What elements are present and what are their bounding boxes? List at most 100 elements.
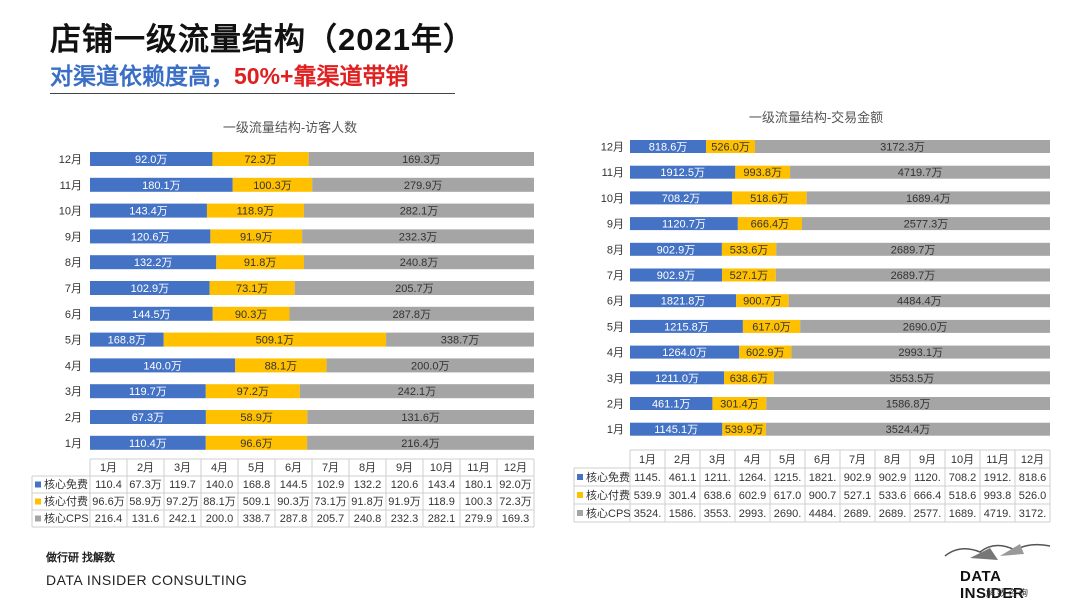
visitor-table-header-1: 1月 <box>100 462 117 474</box>
sales-bar-free-12 <box>630 140 707 153</box>
visitor-bar-paid-12 <box>212 152 309 166</box>
visitor-table-cell-free-3: 119.7 <box>169 479 196 491</box>
visitor-bar-label-free-5: 168.8万 <box>108 335 147 347</box>
visitor-table-cell-free-8: 132.2 <box>354 479 382 491</box>
sales-bar-paid-1 <box>722 422 766 436</box>
sales-bar-cps-2 <box>766 397 1050 410</box>
category-label-visitor-2: 2月 <box>65 412 82 424</box>
category-label-sales-3: 3月 <box>607 373 624 385</box>
sales-bar-cps-12 <box>755 140 1050 153</box>
logo-bird-icon <box>944 543 1051 560</box>
sales-bar-label-cps-6: 4484.4万 <box>897 296 942 308</box>
visitor-bar-label-paid-4: 88.1万 <box>265 360 297 372</box>
visitor-bar-paid-1 <box>205 435 308 450</box>
sales-table-cell-free-8: 902.9 <box>879 472 907 484</box>
visitor-bar-label-free-11: 180.1万 <box>142 180 181 192</box>
visitor-bar-paid-10 <box>206 203 304 218</box>
visitor-bar-label-paid-3: 97.2万 <box>237 386 269 398</box>
visitor-bar-cps-6 <box>289 306 534 321</box>
sales-bar-label-cps-12: 3172.3万 <box>880 142 925 154</box>
page-title: 店铺一级流量结构（2021年） <box>50 22 475 57</box>
sales-bar-free-8 <box>630 242 722 256</box>
visitor-table-cell-paid-9: 91.9万 <box>388 496 420 508</box>
sales-bar-paid-3 <box>724 371 774 385</box>
sales-table-cell-free-3: 1211. <box>704 472 731 484</box>
visitor-table-cell-cps-6: 287.8 <box>280 513 308 525</box>
visitor-table-cell-paid-4: 88.1万 <box>203 496 235 508</box>
sales-table-cell-free-1: 1145. <box>634 472 661 484</box>
visitor-table-cell-free-9: 120.6 <box>391 479 419 491</box>
visitor-table-cell-free-6: 144.5 <box>280 479 308 491</box>
visitor-bar-label-paid-2: 58.9万 <box>240 412 272 424</box>
visitor-bar-label-paid-11: 100.3万 <box>253 180 292 192</box>
sales-bar-label-cps-2: 1586.8万 <box>886 399 931 411</box>
visitor-bar-label-paid-5: 509.1万 <box>256 335 295 347</box>
visitor-table-cell-cps-8: 240.8 <box>354 513 382 525</box>
sales-table-cell-cps-2: 1586. <box>669 508 697 520</box>
sales-legend-label-paid: 核心付费 <box>586 488 630 502</box>
sales-table-header-7: 7月 <box>849 454 866 466</box>
visitor-bar-cps-2 <box>307 410 534 424</box>
sales-table-cell-cps-12: 3172. <box>1019 508 1047 520</box>
category-label-visitor-5: 5月 <box>65 335 82 347</box>
sales-bar-cps-8 <box>776 242 1050 256</box>
visitor-bar-free-7 <box>90 281 210 295</box>
visitor-table-cell-free-7: 102.9 <box>317 479 345 491</box>
visitor-bar-paid-6 <box>212 306 290 321</box>
sales-bar-free-9 <box>630 217 738 231</box>
title-divider <box>50 93 455 94</box>
visitor-bar-label-cps-1: 216.4万 <box>401 438 440 450</box>
visitor-bar-label-paid-1: 96.6万 <box>240 438 272 450</box>
visitor-bar-cps-10 <box>303 203 534 218</box>
sales-bar-label-free-11: 1912.5万 <box>660 167 705 179</box>
sales-table-header-12: 12月 <box>1021 454 1044 466</box>
visitor-table-cell-free-10: 143.4 <box>428 479 456 491</box>
footer-company: DATA INSIDER CONSULTING <box>46 572 248 588</box>
visitor-legend-label-free: 核心免费 <box>44 477 88 491</box>
sales-table-header-4: 4月 <box>744 454 761 466</box>
sales-table-header-11: 11月 <box>986 454 1008 466</box>
sales-table-cell-free-10: 708.2 <box>949 472 977 484</box>
visitor-bar-label-cps-3: 242.1万 <box>398 386 437 398</box>
sales-bar-paid-12 <box>706 140 756 153</box>
sales-bar-free-3 <box>630 371 725 385</box>
sales-table-cell-free-4: 1264. <box>739 472 767 484</box>
sales-bar-free-1 <box>630 422 723 436</box>
visitor-bar-free-10 <box>90 203 207 218</box>
visitor-bar-label-paid-7: 73.1万 <box>236 283 268 295</box>
sales-bar-label-cps-1: 3524.4万 <box>886 424 931 436</box>
sales-table-cell-free-12: 818.6 <box>1019 472 1047 484</box>
visitor-bar-label-cps-7: 205.7万 <box>395 283 434 295</box>
sales-table-cell-free-7: 902.9 <box>844 472 872 484</box>
sales-table-header-10: 10月 <box>951 454 974 466</box>
visitor-bar-cps-3 <box>299 384 534 399</box>
logo-wordmark: DATA INSIDER <box>960 568 1025 602</box>
sales-bar-paid-10 <box>731 191 807 205</box>
sales-table-cell-paid-4: 602.9 <box>739 490 767 502</box>
visitor-bar-free-3 <box>90 384 206 399</box>
subtitle-red-text: 50%+靠渠道带销 <box>234 63 409 89</box>
sales-bar-label-paid-7: 527.1万 <box>730 270 769 282</box>
visitor-bar-free-1 <box>90 435 206 450</box>
sales-table-cell-paid-9: 666.4 <box>914 490 942 502</box>
category-label-visitor-10: 10月 <box>59 206 82 218</box>
logo-cn-text: 解数咨询 <box>986 588 1031 598</box>
category-label-visitor-6: 6月 <box>65 309 82 321</box>
visitor-bar-label-paid-9: 91.9万 <box>240 231 272 243</box>
sales-table-cell-cps-1: 3524. <box>634 508 662 520</box>
visitor-bar-paid-9 <box>210 229 303 244</box>
sales-bar-label-cps-5: 2690.0万 <box>903 321 948 333</box>
visitor-bar-free-8 <box>90 255 217 270</box>
visitor-table-cell-cps-7: 205.7 <box>317 513 345 525</box>
sales-bar-cps-7 <box>775 268 1050 282</box>
sales-bar-label-paid-10: 518.6万 <box>750 193 789 205</box>
sales-table-cell-cps-5: 2690. <box>774 508 802 520</box>
sales-table-header-8: 8月 <box>884 454 901 466</box>
sales-bar-label-free-9: 1120.7万 <box>662 219 706 231</box>
visitor-bar-label-cps-11: 279.9万 <box>404 180 443 192</box>
sales-bar-label-free-10: 708.2万 <box>662 193 701 205</box>
sales-bar-label-free-7: 902.9万 <box>657 270 696 282</box>
sales-table-header-2: 2月 <box>674 454 691 466</box>
visitor-legend-swatch-paid <box>35 498 41 505</box>
visitor-bar-free-6 <box>90 306 213 321</box>
